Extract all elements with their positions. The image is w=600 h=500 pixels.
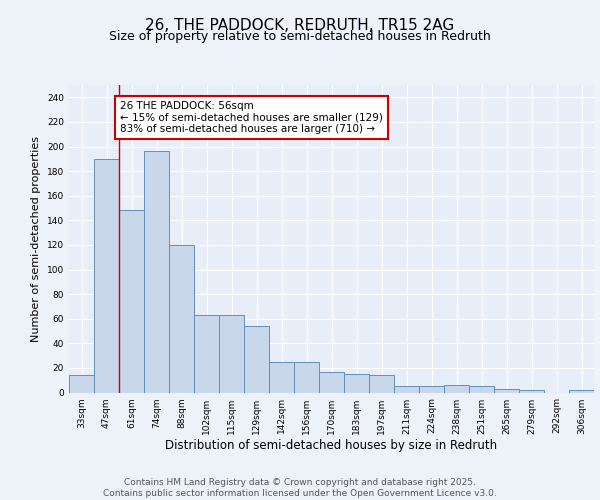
Bar bbox=[469, 386, 494, 392]
Bar bbox=[244, 326, 269, 392]
Bar bbox=[169, 245, 194, 392]
Text: 26, THE PADDOCK, REDRUTH, TR15 2AG: 26, THE PADDOCK, REDRUTH, TR15 2AG bbox=[145, 18, 455, 32]
Bar bbox=[569, 390, 594, 392]
Bar bbox=[144, 152, 169, 392]
Bar bbox=[319, 372, 344, 392]
X-axis label: Distribution of semi-detached houses by size in Redruth: Distribution of semi-detached houses by … bbox=[166, 440, 497, 452]
Bar bbox=[369, 376, 394, 392]
Bar bbox=[344, 374, 369, 392]
Bar bbox=[419, 386, 444, 392]
Text: Contains HM Land Registry data © Crown copyright and database right 2025.
Contai: Contains HM Land Registry data © Crown c… bbox=[103, 478, 497, 498]
Bar bbox=[494, 389, 519, 392]
Text: Size of property relative to semi-detached houses in Redruth: Size of property relative to semi-detach… bbox=[109, 30, 491, 43]
Y-axis label: Number of semi-detached properties: Number of semi-detached properties bbox=[31, 136, 41, 342]
Bar bbox=[519, 390, 544, 392]
Bar bbox=[269, 362, 294, 392]
Bar bbox=[94, 159, 119, 392]
Bar bbox=[194, 315, 219, 392]
Bar bbox=[444, 385, 469, 392]
Bar bbox=[394, 386, 419, 392]
Bar bbox=[69, 376, 94, 392]
Bar bbox=[294, 362, 319, 392]
Text: 26 THE PADDOCK: 56sqm
← 15% of semi-detached houses are smaller (129)
83% of sem: 26 THE PADDOCK: 56sqm ← 15% of semi-deta… bbox=[120, 101, 383, 134]
Bar bbox=[219, 315, 244, 392]
Bar bbox=[119, 210, 144, 392]
